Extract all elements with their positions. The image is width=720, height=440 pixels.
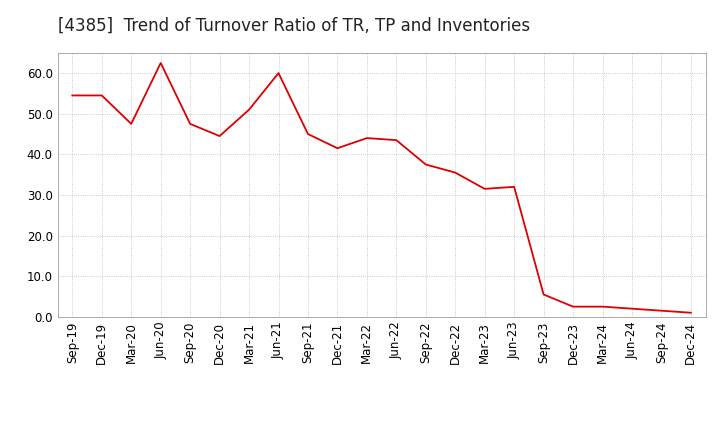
Text: [4385]  Trend of Turnover Ratio of TR, TP and Inventories: [4385] Trend of Turnover Ratio of TR, TP… bbox=[58, 17, 530, 35]
Trade Receivables bbox=[539, 292, 548, 297]
Trade Receivables bbox=[304, 132, 312, 137]
Trade Receivables bbox=[363, 136, 372, 141]
Trade Receivables bbox=[245, 107, 253, 112]
Trade Receivables bbox=[215, 133, 224, 139]
Trade Receivables bbox=[657, 308, 666, 313]
Trade Receivables bbox=[392, 137, 400, 143]
Trade Receivables bbox=[421, 162, 430, 167]
Trade Receivables bbox=[628, 306, 636, 312]
Trade Receivables bbox=[569, 304, 577, 309]
Trade Receivables bbox=[598, 304, 607, 309]
Trade Receivables bbox=[186, 121, 194, 127]
Line: Trade Receivables: Trade Receivables bbox=[72, 63, 691, 313]
Trade Receivables bbox=[480, 186, 489, 191]
Trade Receivables bbox=[451, 170, 459, 175]
Trade Receivables bbox=[156, 60, 165, 66]
Trade Receivables bbox=[687, 310, 696, 315]
Trade Receivables bbox=[68, 93, 76, 98]
Trade Receivables bbox=[333, 146, 342, 151]
Trade Receivables bbox=[274, 70, 283, 76]
Trade Receivables bbox=[97, 93, 106, 98]
Trade Receivables bbox=[127, 121, 135, 127]
Trade Receivables bbox=[510, 184, 518, 190]
